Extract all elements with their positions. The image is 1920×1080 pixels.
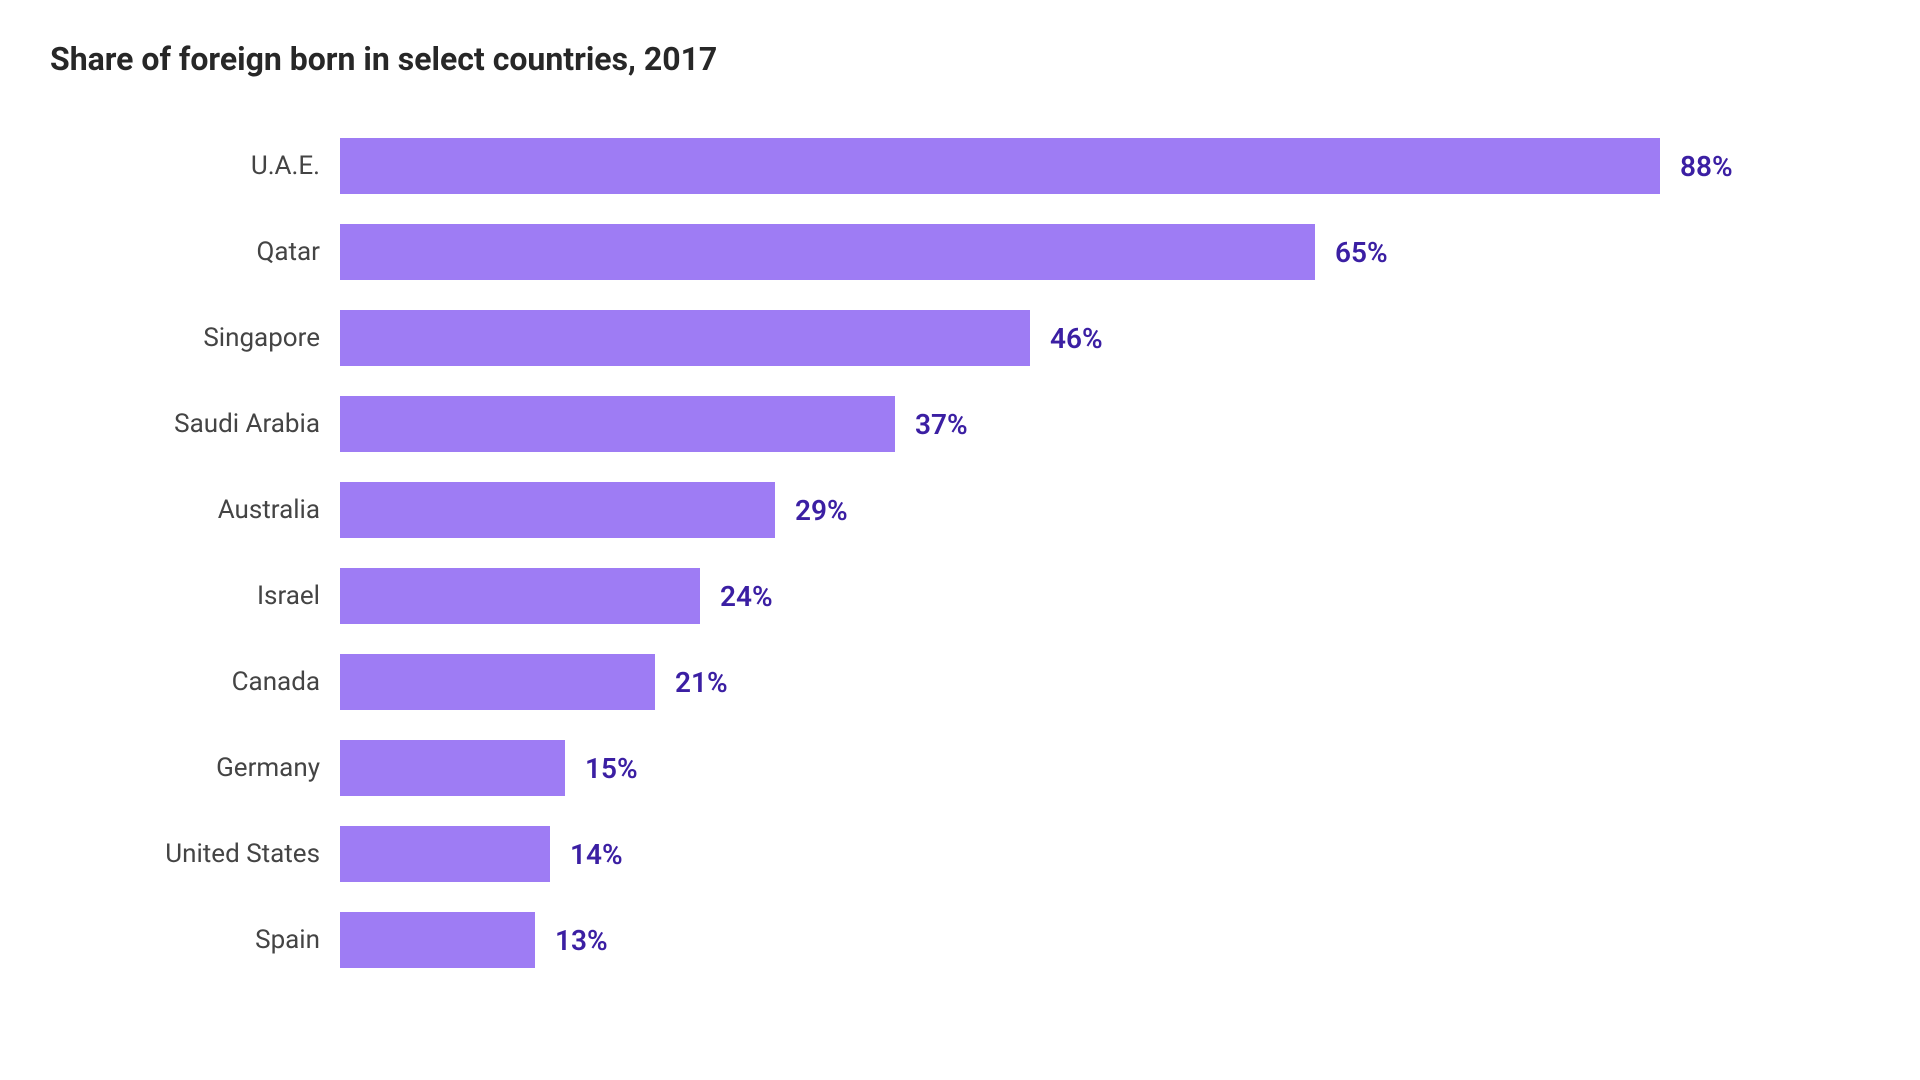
bar <box>340 740 565 796</box>
bar <box>340 482 775 538</box>
value-label: 13% <box>535 924 608 957</box>
bar <box>340 396 895 452</box>
value-label: 65% <box>1315 236 1388 269</box>
bar-track <box>340 138 1660 194</box>
bar <box>340 138 1660 194</box>
bar-row: Saudi Arabia 37% <box>50 396 1870 452</box>
value-label: 37% <box>895 408 968 441</box>
category-label: Singapore <box>50 323 340 353</box>
bar-chart: U.A.E. 88% Qatar 65% Singapore 46% Saudi Arabi… <box>50 138 1870 968</box>
bar-track <box>340 224 1315 280</box>
category-label: U.A.E. <box>50 151 340 181</box>
value-label: 14% <box>550 838 623 871</box>
category-label: Germany <box>50 753 340 783</box>
bar-row: Israel 24% <box>50 568 1870 624</box>
bar-row: U.A.E. 88% <box>50 138 1870 194</box>
bar <box>340 912 535 968</box>
bar <box>340 310 1030 366</box>
bar-track <box>340 482 775 538</box>
category-label: Spain <box>50 925 340 955</box>
bar-row: Singapore 46% <box>50 310 1870 366</box>
bar-track <box>340 310 1030 366</box>
category-label: Qatar <box>50 237 340 267</box>
bar <box>340 224 1315 280</box>
bar-row: Qatar 65% <box>50 224 1870 280</box>
bar-track <box>340 826 550 882</box>
chart-title: Share of foreign born in select countrie… <box>50 40 1870 78</box>
value-label: 46% <box>1030 322 1103 355</box>
value-label: 21% <box>655 666 728 699</box>
category-label: Israel <box>50 581 340 611</box>
value-label: 15% <box>565 752 638 785</box>
bar-row: Australia 29% <box>50 482 1870 538</box>
bar <box>340 654 655 710</box>
value-label: 29% <box>775 494 848 527</box>
value-label: 88% <box>1660 150 1733 183</box>
bar-row: United States 14% <box>50 826 1870 882</box>
category-label: Canada <box>50 667 340 697</box>
category-label: United States <box>50 839 340 869</box>
value-label: 24% <box>700 580 773 613</box>
bar-row: Germany 15% <box>50 740 1870 796</box>
bar <box>340 568 700 624</box>
category-label: Saudi Arabia <box>50 409 340 439</box>
bar <box>340 826 550 882</box>
bar-row: Canada 21% <box>50 654 1870 710</box>
bar-track <box>340 912 535 968</box>
category-label: Australia <box>50 495 340 525</box>
bar-track <box>340 740 565 796</box>
bar-track <box>340 654 655 710</box>
bar-track <box>340 396 895 452</box>
bar-row: Spain 13% <box>50 912 1870 968</box>
bar-track <box>340 568 700 624</box>
